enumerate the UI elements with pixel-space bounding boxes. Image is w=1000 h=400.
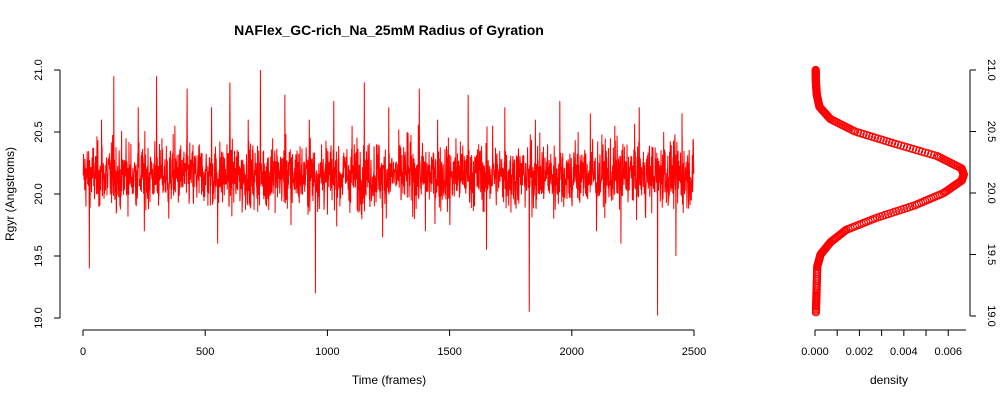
y-tick-label: 20.0: [33, 183, 45, 204]
x-tick-label: 1500: [437, 346, 461, 358]
x-tick-label: 500: [196, 346, 214, 358]
rgyr-series-line: [82, 69, 695, 316]
timeseries-panel: 0 500 1000 1500 2000 2500 19.0 19.5 20.0 20.5 21.…: [3, 59, 706, 387]
density-panel: 0.000 0.002 0.004 0.006 19.0 19.5 20.0 20.5 21.…: [801, 59, 997, 387]
density-y-axis: 19.0 19.5 20.0 20.5 21.0: [969, 59, 997, 327]
y-tick-label: 19.0: [33, 307, 45, 328]
density-point: [811, 65, 820, 75]
density-y-tick-label: 19.0: [985, 305, 997, 326]
x-tick-label: 2000: [560, 346, 584, 358]
x-tick-label: 0: [80, 346, 86, 358]
rgyr-y-axis: 19.0 19.5 20.0 20.5 21.0: [33, 59, 61, 329]
density-y-tick-label: 20.5: [985, 121, 997, 142]
density-x-axis: 0.000 0.002 0.004 0.006: [801, 329, 966, 358]
x-axis-label: Time (frames): [352, 373, 426, 387]
density-x-tick-label: 0.002: [846, 346, 874, 358]
density-y-tick-label: 19.5: [985, 244, 997, 265]
y-tick-label: 19.5: [33, 245, 45, 266]
density-y-tick-label: 20.0: [985, 182, 997, 203]
y-tick-label: 20.5: [33, 121, 45, 142]
y-axis-label: Rgyr (Angstroms): [3, 147, 17, 241]
x-tick-label: 2500: [682, 346, 706, 358]
density-y-tick-label: 21.0: [985, 59, 997, 80]
density-x-tick-label: 0.000: [801, 346, 829, 358]
x-tick-label: 1000: [315, 346, 339, 358]
density-x-tick-label: 0.006: [934, 346, 962, 358]
density-series: [811, 65, 968, 317]
y-tick-label: 21.0: [33, 59, 45, 80]
density-axis-label: density: [870, 373, 908, 387]
time-x-axis: 0 500 1000 1500 2000 2500: [80, 329, 706, 358]
density-x-tick-label: 0.004: [890, 346, 918, 358]
chart-title: NAFlex_GC-rich_Na_25mM Radius of Gyratio…: [234, 22, 544, 38]
density-point: [839, 227, 849, 236]
